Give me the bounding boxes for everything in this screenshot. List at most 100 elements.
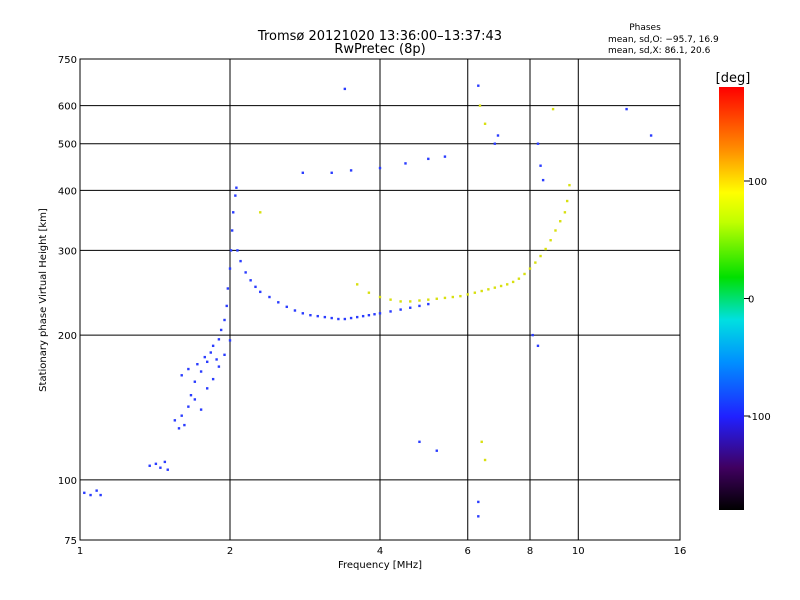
data-point — [234, 194, 237, 197]
data-point — [228, 339, 232, 342]
data-point — [268, 295, 271, 299]
data-point — [223, 353, 226, 357]
data-point — [163, 460, 167, 464]
data-point — [209, 351, 212, 354]
data-point — [418, 304, 421, 308]
data-point — [219, 328, 223, 332]
data-point — [559, 220, 562, 223]
data-point — [373, 313, 376, 316]
data-point — [89, 493, 92, 497]
data-point — [496, 134, 500, 137]
data-point — [349, 316, 353, 320]
x-axis-label: Frequency [MHz] — [338, 560, 422, 571]
data-point — [316, 314, 319, 318]
data-point — [418, 299, 421, 302]
data-point — [199, 370, 203, 373]
data-point — [232, 211, 235, 214]
data-point — [235, 186, 238, 189]
colorbar-tick-label: -100 — [748, 412, 771, 423]
data-point — [355, 283, 359, 286]
x-tick-label: 10 — [572, 546, 585, 557]
y-tick-label: 500 — [58, 140, 77, 151]
data-point — [199, 408, 203, 411]
data-point — [154, 462, 158, 466]
data-point — [189, 394, 193, 397]
data-point — [183, 423, 186, 427]
data-point — [409, 306, 412, 309]
data-point — [83, 491, 86, 495]
data-point — [443, 296, 447, 300]
data-point — [230, 229, 234, 232]
data-point — [148, 464, 151, 467]
data-point — [493, 142, 497, 145]
data-point — [427, 302, 430, 306]
data-point — [389, 298, 392, 301]
data-point — [236, 249, 239, 252]
data-point — [223, 318, 226, 322]
data-point — [493, 286, 497, 289]
y-tick-label: 200 — [58, 331, 77, 342]
data-point — [473, 291, 477, 294]
data-point — [99, 493, 102, 497]
data-point — [244, 271, 247, 274]
data-point — [343, 317, 347, 321]
phase-stats-x: mean, sd,X: 86.1, 20.6 — [608, 46, 711, 56]
data-point — [229, 249, 233, 252]
y-tick-label: 300 — [58, 246, 77, 257]
data-point — [517, 277, 521, 280]
data-point — [95, 489, 98, 492]
y-tick-label: 750 — [58, 55, 77, 66]
data-point — [205, 360, 209, 364]
y-tick-label: 100 — [58, 476, 77, 487]
data-point — [536, 344, 540, 348]
data-point — [217, 365, 221, 368]
phase-stats-title: Phases — [629, 23, 661, 33]
data-point — [293, 309, 297, 312]
data-point — [536, 142, 540, 145]
data-point — [404, 162, 407, 165]
data-point — [254, 285, 257, 289]
data-point — [649, 134, 653, 137]
data-point — [505, 283, 509, 286]
data-point — [249, 279, 252, 282]
data-point — [378, 295, 382, 299]
colorbar-label: [deg] — [716, 71, 751, 86]
x-tick-label: 6 — [465, 546, 471, 557]
data-point — [187, 367, 190, 371]
data-point — [534, 261, 537, 264]
data-point — [477, 84, 480, 87]
data-point — [193, 380, 197, 383]
plot-frame — [79, 58, 681, 541]
data-point — [478, 104, 482, 107]
data-point — [349, 169, 353, 172]
data-point — [378, 312, 382, 315]
data-point — [211, 344, 215, 348]
data-point — [459, 294, 462, 298]
data-point — [565, 199, 569, 203]
data-point — [330, 316, 333, 320]
data-point — [228, 267, 232, 270]
data-point — [435, 449, 438, 452]
data-point — [180, 374, 183, 377]
data-point — [226, 287, 230, 290]
data-point — [367, 291, 371, 294]
x-axis-ticks: 1 2 4 6 8 10 16 — [77, 546, 687, 557]
data-point — [511, 280, 515, 284]
data-point — [409, 300, 412, 303]
x-tick-label: 1 — [77, 546, 83, 557]
data-point — [427, 157, 430, 161]
x-tick-label: 8 — [527, 546, 533, 557]
data-points — [83, 84, 653, 518]
data-point — [544, 247, 547, 251]
data-point — [196, 363, 199, 366]
data-point — [480, 440, 483, 444]
data-point — [539, 254, 542, 258]
data-point — [215, 358, 218, 361]
colorbar — [719, 87, 744, 510]
data-point — [551, 107, 555, 111]
chart-subtitle: RwPretec (8p) — [334, 42, 425, 57]
data-point — [399, 308, 402, 311]
data-point — [285, 305, 288, 309]
x-tick-label: 4 — [377, 546, 383, 557]
data-point — [477, 515, 480, 518]
